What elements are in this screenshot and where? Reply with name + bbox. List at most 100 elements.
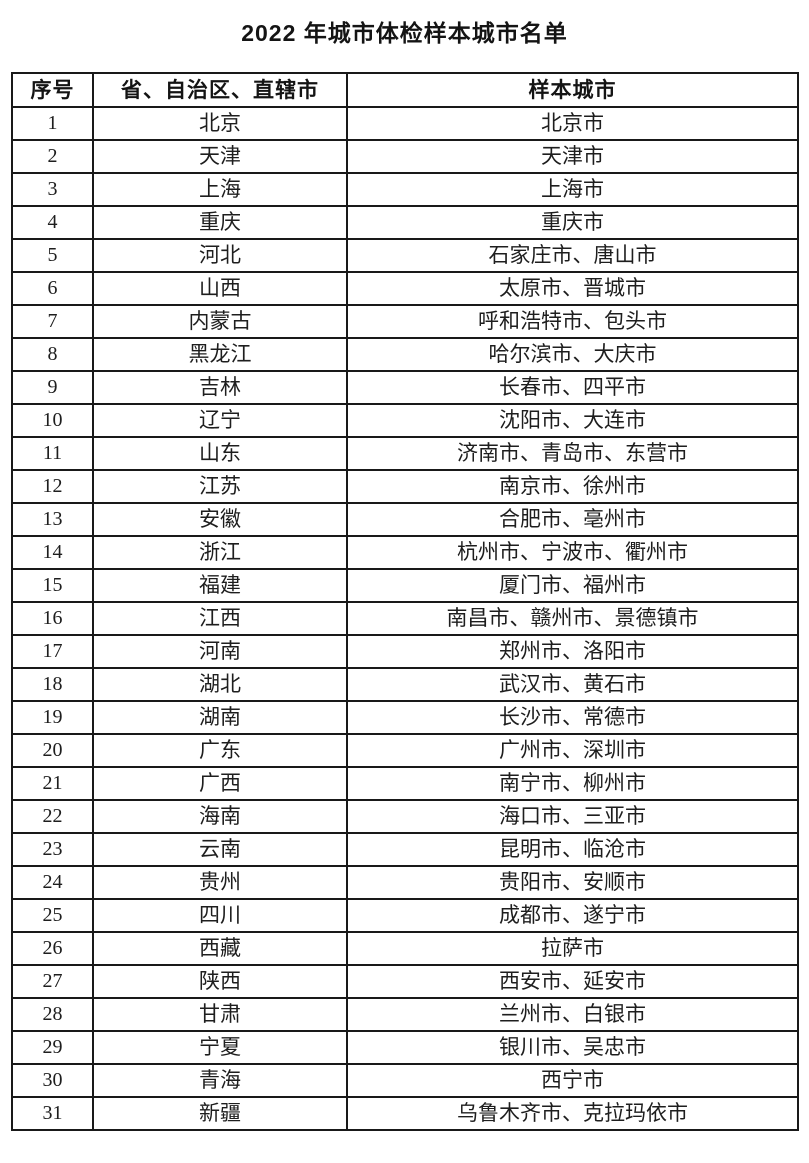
table-row: 11 山东 济南市、青岛市、东营市 xyxy=(11,436,799,471)
index-cell: 26 xyxy=(11,931,94,966)
sample-cities-cell: 重庆市 xyxy=(346,205,799,240)
table-row: 14 浙江 杭州市、宁波市、衢州市 xyxy=(11,535,799,570)
table-row: 26 西藏 拉萨市 xyxy=(11,931,799,966)
header-sample-cities: 样本城市 xyxy=(346,72,799,108)
table-row: 13 安徽 合肥市、亳州市 xyxy=(11,502,799,537)
province-cell: 云南 xyxy=(92,832,348,867)
province-cell: 海南 xyxy=(92,799,348,834)
sample-cities-cell: 昆明市、临沧市 xyxy=(346,832,799,867)
province-cell: 黑龙江 xyxy=(92,337,348,372)
province-cell: 河北 xyxy=(92,238,348,273)
province-cell: 浙江 xyxy=(92,535,348,570)
province-cell: 甘肃 xyxy=(92,997,348,1032)
index-cell: 7 xyxy=(11,304,94,339)
province-cell: 内蒙古 xyxy=(92,304,348,339)
province-cell: 四川 xyxy=(92,898,348,933)
table-row: 20 广东 广州市、深圳市 xyxy=(11,733,799,768)
province-cell: 陕西 xyxy=(92,964,348,999)
table-row: 15 福建 厦门市、福州市 xyxy=(11,568,799,603)
table-row: 7 内蒙古 呼和浩特市、包头市 xyxy=(11,304,799,339)
province-cell: 吉林 xyxy=(92,370,348,405)
table-row: 10 辽宁 沈阳市、大连市 xyxy=(11,403,799,438)
sample-cities-cell: 武汉市、黄石市 xyxy=(346,667,799,702)
table-row: 23 云南 昆明市、临沧市 xyxy=(11,832,799,867)
province-cell: 湖南 xyxy=(92,700,348,735)
sample-cities-cell: 兰州市、白银市 xyxy=(346,997,799,1032)
sample-cities-cell: 长春市、四平市 xyxy=(346,370,799,405)
table-header: 序号 省、自治区、直辖市 样本城市 xyxy=(11,72,799,108)
index-cell: 16 xyxy=(11,601,94,636)
province-cell: 西藏 xyxy=(92,931,348,966)
province-cell: 河南 xyxy=(92,634,348,669)
index-cell: 25 xyxy=(11,898,94,933)
province-cell: 北京 xyxy=(92,106,348,141)
sample-cities-cell: 石家庄市、唐山市 xyxy=(346,238,799,273)
table-row: 24 贵州 贵阳市、安顺市 xyxy=(11,865,799,900)
index-cell: 13 xyxy=(11,502,94,537)
table-row: 21 广西 南宁市、柳州市 xyxy=(11,766,799,801)
sample-cities-cell: 厦门市、福州市 xyxy=(346,568,799,603)
table-row: 8 黑龙江 哈尔滨市、大庆市 xyxy=(11,337,799,372)
index-cell: 30 xyxy=(11,1063,94,1098)
index-cell: 9 xyxy=(11,370,94,405)
sample-cities-cell: 贵阳市、安顺市 xyxy=(346,865,799,900)
index-cell: 21 xyxy=(11,766,94,801)
province-cell: 山东 xyxy=(92,436,348,471)
province-cell: 上海 xyxy=(92,172,348,207)
index-cell: 23 xyxy=(11,832,94,867)
table-row: 5 河北 石家庄市、唐山市 xyxy=(11,238,799,273)
sample-cities-cell: 西安市、延安市 xyxy=(346,964,799,999)
table-row: 27 陕西 西安市、延安市 xyxy=(11,964,799,999)
index-cell: 20 xyxy=(11,733,94,768)
index-cell: 12 xyxy=(11,469,94,504)
province-cell: 广东 xyxy=(92,733,348,768)
table-row: 17 河南 郑州市、洛阳市 xyxy=(11,634,799,669)
table-row: 28 甘肃 兰州市、白银市 xyxy=(11,997,799,1032)
table-row: 19 湖南 长沙市、常德市 xyxy=(11,700,799,735)
index-cell: 10 xyxy=(11,403,94,438)
sample-cities-cell: 银川市、吴忠市 xyxy=(346,1030,799,1065)
sample-cities-cell: 合肥市、亳州市 xyxy=(346,502,799,537)
sample-cities-cell: 济南市、青岛市、东营市 xyxy=(346,436,799,471)
sample-cities-cell: 拉萨市 xyxy=(346,931,799,966)
sample-cities-cell: 广州市、深圳市 xyxy=(346,733,799,768)
table-row: 18 湖北 武汉市、黄石市 xyxy=(11,667,799,702)
index-cell: 3 xyxy=(11,172,94,207)
sample-cities-cell: 沈阳市、大连市 xyxy=(346,403,799,438)
table-row: 16 江西 南昌市、赣州市、景德镇市 xyxy=(11,601,799,636)
table-body: 1 北京 北京市 2 天津 天津市 3 上海 上海市 4 重庆 重庆市 5 河北 石家庄市、唐山市 6 山西 太原… xyxy=(11,106,799,1131)
sample-cities-cell: 成都市、遂宁市 xyxy=(346,898,799,933)
index-cell: 22 xyxy=(11,799,94,834)
table-row: 2 天津 天津市 xyxy=(11,139,799,174)
province-cell: 安徽 xyxy=(92,502,348,537)
index-cell: 8 xyxy=(11,337,94,372)
table-row: 31 新疆 乌鲁木齐市、克拉玛依市 xyxy=(11,1096,799,1131)
table-row: 3 上海 上海市 xyxy=(11,172,799,207)
index-cell: 27 xyxy=(11,964,94,999)
province-cell: 天津 xyxy=(92,139,348,174)
header-index: 序号 xyxy=(11,72,94,108)
index-cell: 4 xyxy=(11,205,94,240)
sample-cities-cell: 南宁市、柳州市 xyxy=(346,766,799,801)
index-cell: 6 xyxy=(11,271,94,306)
sample-cities-cell: 海口市、三亚市 xyxy=(346,799,799,834)
province-cell: 江苏 xyxy=(92,469,348,504)
index-cell: 19 xyxy=(11,700,94,735)
sample-cities-cell: 郑州市、洛阳市 xyxy=(346,634,799,669)
page-title: 2022 年城市体检样本城市名单 xyxy=(241,20,568,46)
table-row: 6 山西 太原市、晋城市 xyxy=(11,271,799,306)
table-row: 30 青海 西宁市 xyxy=(11,1063,799,1098)
sample-cities-cell: 天津市 xyxy=(346,139,799,174)
header-province: 省、自治区、直辖市 xyxy=(92,72,348,108)
sample-cities-table: 序号 省、自治区、直辖市 样本城市 1 北京 北京市 2 天津 天津市 3 上海 上海市 4 重庆重… xyxy=(11,72,799,1131)
sample-cities-cell: 南京市、徐州市 xyxy=(346,469,799,504)
sample-cities-cell: 北京市 xyxy=(346,106,799,141)
sample-cities-cell: 哈尔滨市、大庆市 xyxy=(346,337,799,372)
sample-cities-cell: 杭州市、宁波市、衢州市 xyxy=(346,535,799,570)
index-cell: 28 xyxy=(11,997,94,1032)
index-cell: 1 xyxy=(11,106,94,141)
province-cell: 辽宁 xyxy=(92,403,348,438)
index-cell: 17 xyxy=(11,634,94,669)
sample-cities-cell: 乌鲁木齐市、克拉玛依市 xyxy=(346,1096,799,1131)
table-row: 22 海南 海口市、三亚市 xyxy=(11,799,799,834)
